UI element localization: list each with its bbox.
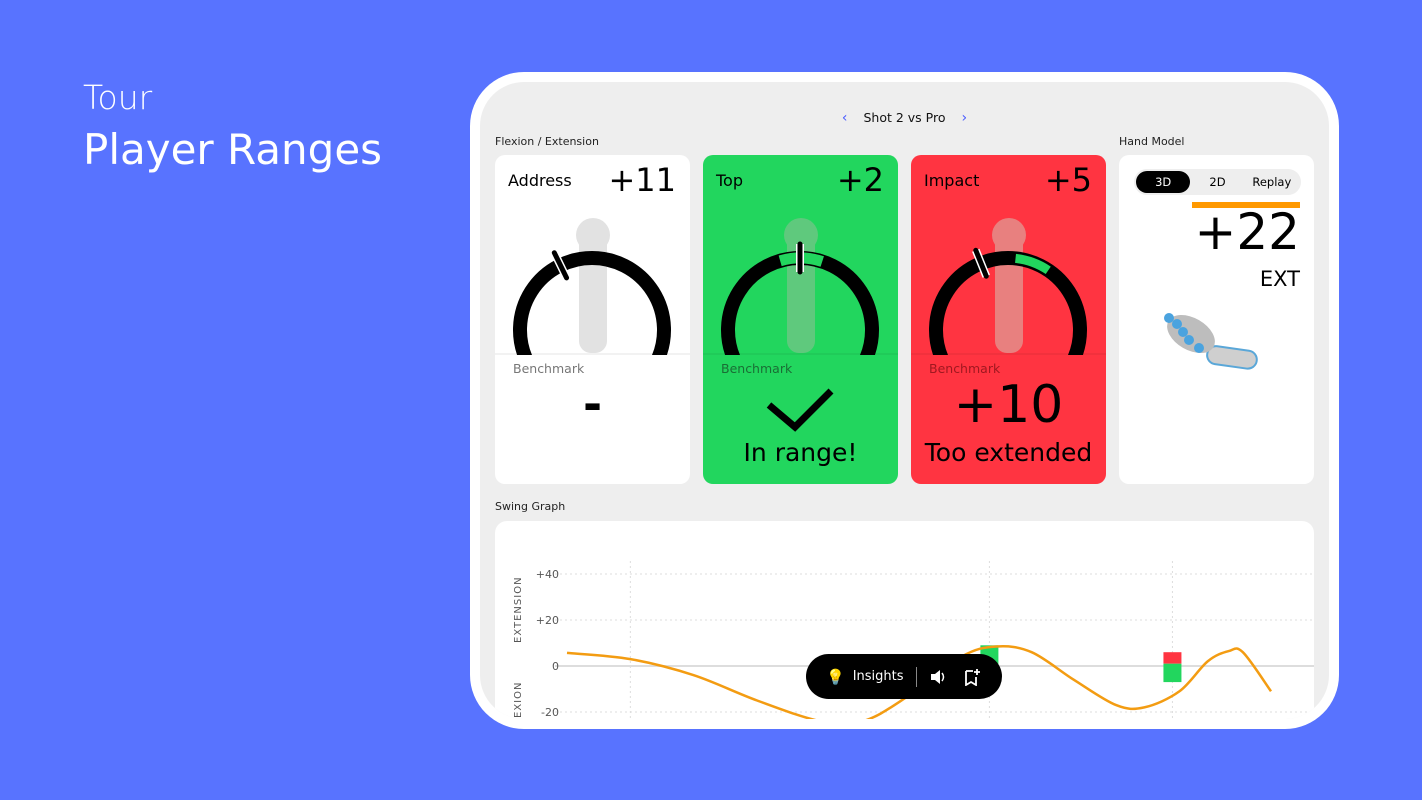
insights-toolbar: 💡 Insights [806,654,1002,699]
next-shot-button[interactable]: › [961,110,968,126]
prev-shot-button[interactable]: ‹ [841,110,848,126]
shot-navigator: ‹ Shot 2 vs Pro › [480,110,1329,126]
accent-bar [1192,202,1300,208]
speaker-icon[interactable] [929,669,947,685]
y-tick-label: +40 [536,568,559,581]
card-impact[interactable]: Impact +5 Benchmark +10 Too extended [911,155,1106,484]
section-hand-model-label: Hand Model [1119,135,1185,148]
tab-replay[interactable]: Replay [1252,175,1292,189]
section-flexion-label: Flexion / Extension [495,135,599,148]
y-axis-label-flexion: EXION [513,682,524,718]
view-mode-toggle: 3D 2D Replay [1134,169,1301,195]
card-address[interactable]: Address +11 Benchmark - [495,155,690,484]
wrist-gauge [911,218,1106,355]
y-tick-label: 0 [552,660,559,673]
card-label: Address [508,171,572,190]
y-tick-label: +20 [536,614,559,627]
benchmark-label: Benchmark [513,361,585,376]
gauge-arc [929,251,1087,355]
benchmark-label: Benchmark [721,361,793,376]
card-top[interactable]: Top +2 Benchmark In range! [703,155,898,484]
benchmark-value: +10 [953,375,1064,435]
fist-image [576,218,610,252]
range-marker [1163,652,1182,664]
swing-line [566,644,1273,719]
card-value: +5 [1044,161,1092,199]
wrist-gauge [495,218,690,355]
gauge-arc [513,251,671,355]
fist-image [784,218,818,252]
gauge-marker [551,250,570,281]
status-text: Too extended [924,438,1093,467]
card-value: +2 [836,161,884,199]
tablet-frame: ‹ Shot 2 vs Pro › Flexion / Extension Ha… [470,72,1339,729]
gauge-baseline [911,353,1106,355]
y-axis-label-extension: EXTENSION [513,576,524,643]
section-swing-graph-label: Swing Graph [495,500,566,513]
gauge-marker [973,247,989,279]
insights-button[interactable]: Insights [852,669,904,684]
shot-title: Shot 2 vs Pro [863,110,946,125]
wrist-gauge [703,218,898,355]
tab-2d[interactable]: 2D [1209,175,1226,189]
fist-image [992,218,1026,252]
gauge-baseline [495,353,690,355]
swing-graph-chart: +40 +20 0 -20 EXTENSION EXION [513,561,1314,719]
lightbulb-icon: 💡 [826,667,845,686]
hand-model-panel: 3D 2D Replay +22 EXT [1119,155,1314,484]
gauge-baseline [703,353,898,355]
benchmark-label: Benchmark [929,361,1001,376]
app-screen: ‹ Shot 2 vs Pro › Flexion / Extension Ha… [480,82,1329,719]
hand-3d-model[interactable] [1159,310,1259,385]
hero-subtitle: Tour [83,78,153,117]
status-text: In range! [743,438,858,467]
card-value: +11 [608,161,676,199]
hand-unit: EXT [1259,267,1300,291]
tab-3d[interactable]: 3D [1136,171,1191,193]
card-label: Impact [924,171,980,190]
card-label: Top [716,171,743,190]
divider [915,666,917,687]
hand-value: +22 [1194,203,1300,261]
bookmark-add-icon[interactable] [963,668,981,686]
y-tick-label: -20 [541,706,559,719]
benchmark-value: - [582,377,603,431]
hero-title: Player Ranges [83,125,383,174]
range-marker [1163,663,1182,683]
gauge-range [1014,253,1051,275]
checkmark-icon [766,388,834,432]
